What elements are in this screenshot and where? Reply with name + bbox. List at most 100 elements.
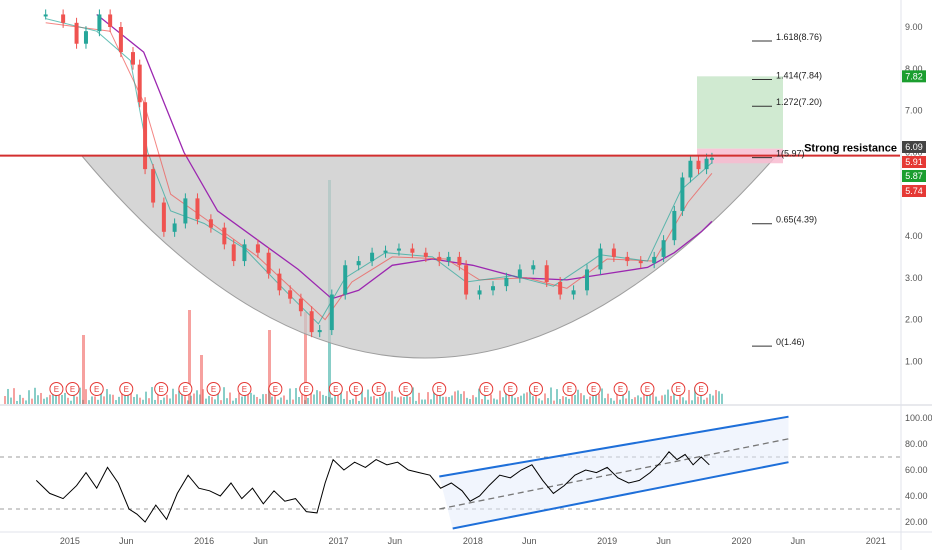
volume-bar [403, 397, 405, 404]
volume-bar [475, 397, 477, 404]
volume-bar [274, 389, 276, 404]
volume-bar [700, 392, 702, 404]
earnings-marker [119, 382, 134, 396]
candle-body [410, 248, 415, 253]
earnings-marker-label: E [124, 385, 129, 394]
volume-bar [172, 388, 174, 404]
fib-level-label: 0(1.46) [776, 337, 805, 347]
volume-bar [526, 392, 528, 404]
volume-bar [604, 398, 606, 404]
volume-bar [409, 396, 411, 404]
earnings-marker [432, 382, 447, 396]
volume-bar [337, 395, 339, 404]
volume-bar [157, 390, 159, 404]
volume-bar [298, 396, 300, 404]
earnings-marker [154, 382, 169, 396]
volume-bar [265, 393, 267, 404]
volume-bar [310, 391, 312, 404]
volume-bar [481, 399, 483, 404]
volume-bar [58, 390, 60, 404]
volume-bar [559, 399, 561, 404]
volume-bar [151, 387, 153, 404]
volume-bar [502, 397, 504, 404]
candle-body [457, 256, 462, 266]
candle-body [688, 160, 693, 178]
volume-bar [259, 398, 261, 404]
candle-body [490, 286, 495, 291]
candle-body [544, 265, 549, 282]
candle-body [383, 250, 388, 253]
volume-bar [31, 398, 33, 404]
volume-spike [268, 330, 271, 404]
candle-body [464, 265, 469, 295]
candle-body [108, 14, 113, 27]
candle-body [672, 210, 677, 241]
volume-bar [694, 387, 696, 404]
earnings-marker [479, 382, 494, 396]
earnings-marker [613, 382, 628, 396]
time-tick-label: 2019 [597, 536, 617, 546]
volume-bar [667, 389, 669, 404]
volume-bar [652, 393, 654, 404]
volume-bar [457, 390, 459, 404]
earnings-marker [671, 382, 686, 396]
earnings-marker [503, 382, 518, 396]
time-tick-label: Jun [253, 536, 268, 546]
volume-bar [316, 390, 318, 404]
earnings-marker [562, 382, 577, 396]
price-tag [902, 185, 926, 197]
volume-bar [697, 396, 699, 404]
volume-bar [391, 390, 393, 404]
volume-bar [646, 392, 648, 404]
price-tick-label: 8.00 [905, 64, 923, 74]
volume-bar [406, 390, 408, 404]
earnings-marker [299, 382, 314, 396]
candle-body [558, 281, 563, 295]
candle-body [477, 290, 482, 295]
volume-bar [322, 394, 324, 404]
price-tag-label: 6.09 [905, 142, 923, 152]
volume-bar [64, 392, 66, 404]
candle-body [83, 31, 88, 44]
candle-body [638, 261, 643, 264]
volume-bar [379, 397, 381, 404]
candle-body [343, 265, 348, 295]
volume-bar [319, 391, 321, 404]
volume-bar [100, 389, 102, 404]
volume-bar [43, 398, 45, 404]
earnings-marker-label: E [437, 385, 442, 394]
earnings-marker-label: E [159, 385, 164, 394]
volume-bar [136, 394, 138, 404]
volume-bar [334, 392, 336, 404]
candle-body [652, 256, 657, 264]
volume-bar [574, 394, 576, 404]
earnings-marker-label: E [183, 385, 188, 394]
volume-bar [280, 397, 282, 404]
candle-body [696, 160, 701, 170]
candle-body [277, 273, 282, 291]
volume-bar [673, 388, 675, 404]
volume-bar [169, 398, 171, 404]
volume-bar [451, 395, 453, 404]
volume-bar [442, 396, 444, 404]
volume-bar [397, 397, 399, 404]
price-tag-label: 7.82 [905, 71, 923, 81]
earnings-marker-label: E [533, 385, 538, 394]
earnings-marker-label: E [70, 385, 75, 394]
earnings-marker-label: E [508, 385, 513, 394]
volume-bar [127, 392, 129, 404]
rsi-line [35, 451, 710, 523]
volume-bar [682, 397, 684, 404]
volume-bar [130, 389, 132, 404]
price-tick-label: 9.00 [905, 22, 923, 32]
volume-bar [85, 389, 87, 404]
volume-bar [124, 392, 126, 404]
volume-bar [721, 393, 723, 404]
volume-bar [478, 388, 480, 404]
rsi-tick-label: 20.00 [905, 517, 928, 527]
earnings-marker-label: E [376, 385, 381, 394]
time-tick-label: 2021 [866, 536, 886, 546]
candle-body [161, 202, 166, 232]
volume-bar [505, 388, 507, 404]
volume-bar [385, 392, 387, 404]
